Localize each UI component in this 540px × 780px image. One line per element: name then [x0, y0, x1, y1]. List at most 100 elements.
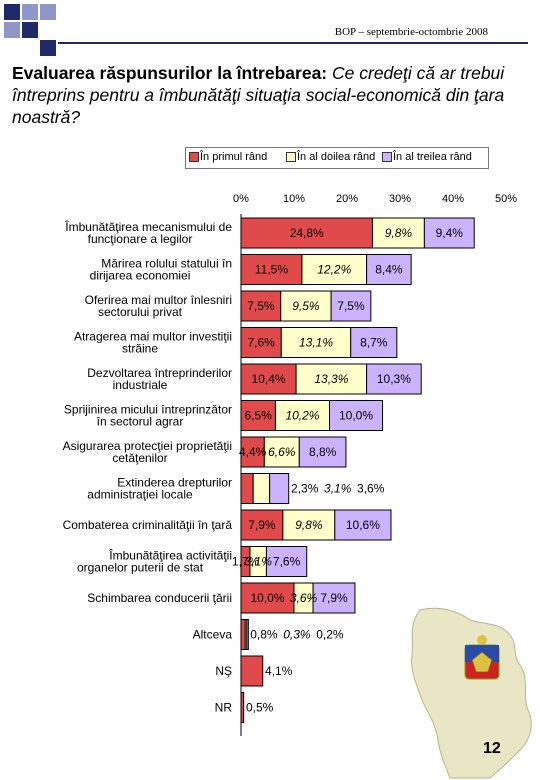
legend-label-first: În primul rând [200, 151, 268, 163]
category-label-line: Combaterea criminalităţii în ţară [63, 518, 233, 532]
title-italic: Ce credeţi că ar trebui întreprins pentr… [12, 63, 505, 127]
category-label-line: Dezvoltarea întreprinderilor [87, 366, 232, 380]
title-bold: Evaluarea răspunsurilor la întrebarea: [12, 63, 328, 83]
bar-segment [334, 509, 392, 541]
data-label: 8,8% [309, 445, 337, 459]
bar-segment [301, 254, 368, 285]
category-label-line: Oferirea mai multor înlesniri [85, 293, 232, 307]
legend-label-second: În al doilea rând [297, 151, 376, 163]
bar-segment [298, 436, 347, 468]
data-label: 10,6% [346, 518, 380, 532]
bar-segment [269, 473, 290, 504]
data-label: 6,6% [268, 445, 296, 459]
category-label-line: în sectorul agrar [96, 415, 184, 429]
bar-segment [282, 509, 336, 541]
data-label: 6,5% [245, 409, 273, 423]
data-label: 0,3% [283, 628, 311, 642]
x-tick-label: 0% [233, 193, 249, 205]
data-label: 10,3% [377, 372, 411, 386]
legend-swatch-first [189, 152, 199, 162]
category-label: Oferirea mai multor înlesniri sectorului … [85, 293, 232, 319]
category-label: NR [215, 701, 233, 715]
data-label: 3,6% [290, 591, 318, 605]
bar-segment [246, 619, 249, 650]
data-label: 0,2% [316, 628, 344, 642]
data-label: 7,9% [320, 591, 348, 605]
data-label: 7,6% [247, 336, 275, 350]
category-label: Mărirea rolului statului în dirijarea eco… [90, 257, 232, 283]
bar-segment [366, 363, 422, 395]
category-label: Atragerea mai multor investiţii străine [74, 330, 232, 356]
data-label: 9,5% [292, 299, 320, 313]
header-square-dark [4, 4, 20, 20]
bar-segment [240, 290, 282, 322]
category-label: NŞ [215, 664, 232, 678]
x-tick-label: 30% [389, 193, 411, 205]
bar-segment [240, 254, 303, 285]
legend-swatch-second [286, 152, 296, 162]
data-label: 4,4% [239, 445, 267, 459]
bar-segment [240, 619, 246, 650]
category-label: Schimbarea conducerii ţării [87, 591, 232, 605]
category-label: Asigurarea protecţiei proprietăţii cetăţe… [63, 439, 232, 465]
x-tick-label: 10% [283, 193, 305, 205]
bar-segment [240, 509, 284, 541]
data-label: 7,6% [273, 555, 301, 569]
category-label-line: Îmbunătăţirea mecanismului de [64, 219, 232, 234]
bar-segment [366, 254, 412, 285]
data-label: 8,4% [375, 263, 403, 277]
data-label: 3,1% [245, 555, 273, 569]
data-label: 13,1% [299, 336, 333, 350]
legend-item-first: În primul rând [189, 151, 267, 163]
page-number: 12 [483, 740, 501, 757]
category-label-line: Schimbarea conducerii ţării [87, 591, 232, 605]
bar-segment [280, 290, 332, 322]
category-label: Extinderea drepturilor administraţiei loc… [87, 476, 232, 502]
bar-segment [240, 655, 264, 687]
header-square-light [22, 4, 38, 20]
data-label: 24,8% [290, 226, 324, 240]
data-label: 7,9% [248, 518, 276, 532]
category-label-line: industriale [113, 378, 168, 392]
coat-of-arms-icon [464, 635, 500, 680]
header-square-dark [22, 22, 38, 38]
bar-segment [423, 217, 475, 249]
data-label: 11,5% [255, 263, 288, 277]
header-text: BOP – septembrie-octombrie 2008 [334, 26, 488, 38]
bar-segment [240, 400, 276, 431]
data-label: 0,5% [246, 701, 274, 715]
data-label: 10,0% [250, 591, 284, 605]
data-label: 8,7% [360, 336, 388, 350]
bar-segment [252, 473, 271, 504]
bar-segment [312, 582, 356, 614]
category-label-line: sectorului privat [98, 305, 183, 319]
category-label: Combaterea criminalităţii în ţară [63, 518, 233, 532]
category-label-line: Altceva [193, 628, 233, 642]
legend-item-second: În al doilea rând [286, 151, 375, 163]
data-label: 13,3% [314, 372, 348, 386]
page-title: Evaluarea răspunsurilor la întrebarea: C… [12, 62, 512, 128]
bar-segment [295, 363, 368, 395]
moldova-map-emblem [411, 607, 532, 779]
data-label: 3,6% [357, 482, 385, 496]
data-label: 10,0% [339, 409, 373, 423]
category-label: Sprijinirea micului întreprinzător în sec… [64, 403, 232, 429]
chart-legend: În primul rând În al doilea rând În al t… [185, 147, 489, 169]
category-label-line: străine [122, 342, 158, 356]
data-label: 4,1% [265, 664, 293, 678]
category-label-line: Asigurarea protecţiei proprietăţii [63, 439, 232, 453]
category-label-line: Sprijinirea micului întreprinzător [64, 403, 232, 417]
data-label: 2,3% [291, 482, 319, 496]
header-square-light [40, 4, 56, 20]
header-line [58, 42, 528, 44]
header-square-light [4, 22, 20, 38]
data-label: 9,8% [295, 518, 323, 532]
category-label-line: NR [215, 701, 233, 715]
bar-segment [240, 692, 245, 723]
legend-swatch-third [382, 152, 392, 162]
data-label: 10,4% [252, 372, 286, 386]
category-label: Dezvoltarea întreprinderilor industriale [87, 366, 232, 392]
bar-segment [240, 582, 295, 614]
category-label-line: dirijarea economiei [90, 269, 191, 283]
